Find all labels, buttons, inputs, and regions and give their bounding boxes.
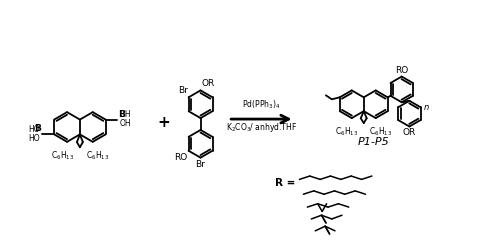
Text: K$_2$CO$_3$/ anhyd.THF: K$_2$CO$_3$/ anhyd.THF: [226, 121, 297, 134]
Text: B: B: [118, 110, 126, 119]
Text: HO: HO: [28, 125, 40, 134]
Text: $n$: $n$: [424, 103, 430, 112]
Text: OR: OR: [202, 79, 215, 88]
Text: B: B: [34, 124, 42, 133]
Text: C$_6$H$_{13}$: C$_6$H$_{13}$: [336, 125, 359, 138]
Text: C$_6$H$_{13}$: C$_6$H$_{13}$: [50, 149, 74, 162]
Text: OH: OH: [120, 110, 131, 119]
Text: R =: R =: [274, 178, 295, 188]
Text: C$_6$H$_{13}$: C$_6$H$_{13}$: [368, 125, 392, 138]
Text: RO: RO: [174, 153, 188, 162]
Text: Br: Br: [196, 160, 205, 169]
Text: P1-P5: P1-P5: [358, 137, 390, 147]
Text: C$_6$H$_{13}$: C$_6$H$_{13}$: [86, 149, 109, 162]
Text: +: +: [158, 115, 170, 130]
Text: OH: OH: [120, 119, 131, 128]
Text: Pd(PPh$_3$)$_4$: Pd(PPh$_3$)$_4$: [242, 99, 281, 111]
Text: OR: OR: [403, 129, 416, 138]
Text: HO: HO: [28, 134, 40, 143]
Text: RO: RO: [395, 66, 408, 75]
Text: Br: Br: [178, 86, 188, 95]
